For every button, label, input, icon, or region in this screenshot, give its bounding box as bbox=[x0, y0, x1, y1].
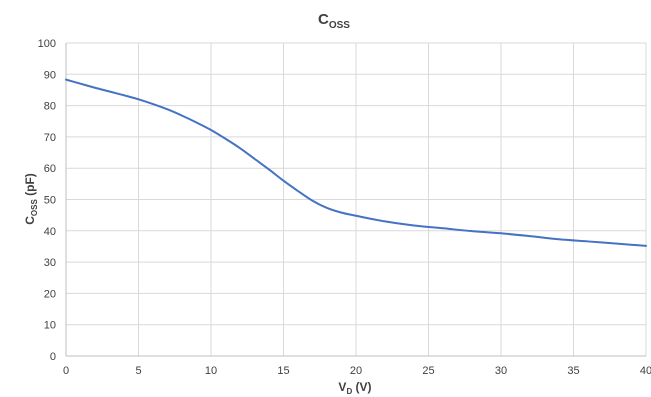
x-tick-label: 35 bbox=[567, 365, 579, 377]
x-tick-label: 5 bbox=[135, 365, 141, 377]
grid-lines bbox=[66, 42, 647, 356]
series-line-0 bbox=[65, 78, 647, 247]
y-tick-labels: 0 10 20 30 40 50 60 70 80 90 100 bbox=[38, 38, 56, 363]
y-tick-label: 100 bbox=[38, 38, 56, 50]
chart-title: COSS bbox=[318, 11, 350, 31]
y-tick-label: 40 bbox=[44, 226, 56, 238]
x-axis-label-suffix: (V) bbox=[352, 380, 371, 394]
series-layer bbox=[65, 78, 647, 247]
x-tick-label: 30 bbox=[495, 365, 507, 377]
y-axis-label: COSS (pF) bbox=[23, 173, 39, 225]
chart-title-subscript: OSS bbox=[329, 20, 350, 31]
y-tick-label: 30 bbox=[44, 257, 56, 269]
chart-title-main: C bbox=[318, 11, 329, 28]
x-tick-label: 0 bbox=[63, 365, 69, 377]
y-tick-label: 90 bbox=[44, 69, 56, 81]
axes bbox=[65, 43, 646, 357]
x-axis-label: VD (V) bbox=[338, 380, 371, 396]
x-tick-label: 25 bbox=[422, 365, 434, 377]
y-tick-label: 60 bbox=[44, 163, 56, 175]
y-tick-label: 50 bbox=[44, 195, 56, 207]
x-tick-label: 20 bbox=[350, 365, 362, 377]
y-tick-label: 10 bbox=[44, 320, 56, 332]
y-axis-label-suffix: (pF) bbox=[23, 173, 37, 199]
x-axis-label-main: V bbox=[338, 380, 346, 394]
y-tick-label: 80 bbox=[44, 101, 56, 113]
x-tick-label: 10 bbox=[205, 365, 217, 377]
x-tick-label: 15 bbox=[277, 365, 289, 377]
x-tick-labels: 0 5 10 15 20 25 30 35 40 bbox=[63, 365, 651, 377]
y-axis-label-main: C bbox=[23, 216, 37, 225]
y-axis-label-subscript: OSS bbox=[30, 199, 39, 217]
x-tick-label: 40 bbox=[640, 365, 651, 377]
y-tick-label: 70 bbox=[44, 132, 56, 144]
y-tick-label: 0 bbox=[50, 351, 56, 363]
x-axis-label-subscript: D bbox=[346, 387, 352, 396]
y-tick-label: 20 bbox=[44, 288, 56, 300]
